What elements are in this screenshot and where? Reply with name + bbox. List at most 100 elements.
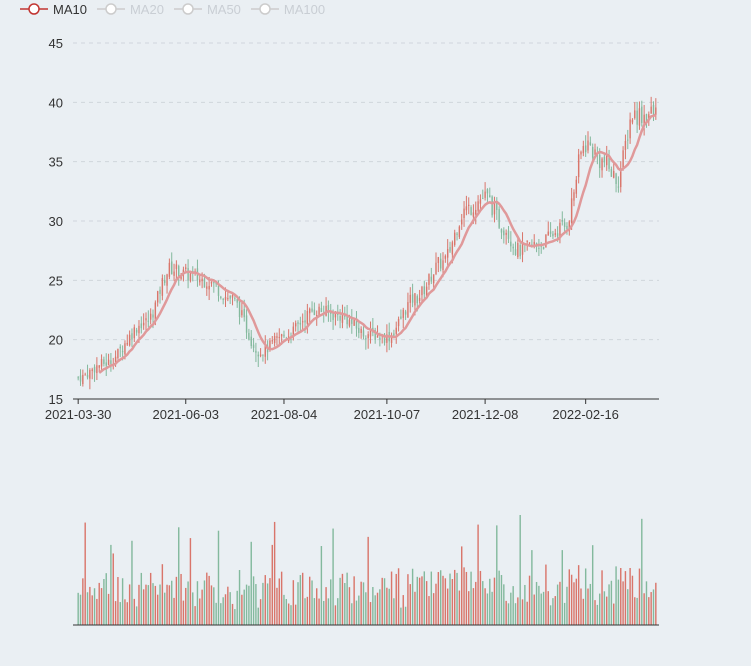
candle-body bbox=[208, 285, 210, 290]
candle-body bbox=[591, 147, 594, 158]
candle-body bbox=[210, 281, 213, 284]
candle-body bbox=[367, 334, 369, 339]
volume-bar bbox=[517, 597, 519, 625]
volume-bar bbox=[175, 576, 178, 625]
candle-body bbox=[344, 315, 346, 317]
candle-body bbox=[575, 179, 578, 194]
volume-bar bbox=[107, 593, 110, 625]
candle-body bbox=[636, 110, 638, 125]
volume-bar bbox=[425, 581, 428, 625]
volume-bar bbox=[388, 588, 390, 625]
candle-body bbox=[138, 325, 140, 334]
volume-bar bbox=[156, 594, 159, 625]
candle-body bbox=[584, 145, 587, 153]
volume-bar bbox=[358, 595, 360, 625]
volume-bar bbox=[161, 564, 164, 625]
candle-body bbox=[641, 106, 643, 123]
candle-body bbox=[620, 171, 622, 188]
legend-item-ma100[interactable]: MA100 bbox=[250, 1, 326, 17]
volume-bar bbox=[304, 598, 306, 625]
volume-bar bbox=[257, 607, 259, 625]
y-tick-label: 15 bbox=[49, 392, 63, 407]
volume-bar bbox=[465, 571, 468, 625]
candle-body bbox=[126, 342, 128, 345]
volume-bar bbox=[538, 585, 540, 625]
volume-bar bbox=[213, 587, 215, 625]
candle-body bbox=[622, 150, 624, 169]
volume-bar bbox=[313, 598, 316, 625]
volume-bar bbox=[453, 569, 456, 625]
candle-body bbox=[493, 203, 496, 215]
volume-bar bbox=[435, 583, 437, 625]
candle-body bbox=[318, 306, 320, 316]
volume-bar bbox=[519, 515, 521, 625]
volume-bar bbox=[259, 599, 262, 625]
candle-body bbox=[507, 230, 510, 239]
candle-body bbox=[397, 319, 400, 327]
volume-bar bbox=[269, 578, 271, 625]
volume-bar bbox=[568, 569, 571, 625]
legend-item-ma20[interactable]: MA20 bbox=[96, 2, 164, 17]
volume-bar bbox=[337, 598, 339, 625]
volume-bar bbox=[475, 581, 477, 625]
legend-label: MA100 bbox=[283, 1, 326, 17]
volume-bar bbox=[250, 541, 252, 625]
volume-bar bbox=[645, 581, 648, 625]
candle-body bbox=[435, 262, 437, 275]
candle-body bbox=[627, 139, 629, 141]
candle-body bbox=[496, 203, 498, 210]
volume-bar bbox=[124, 599, 126, 625]
volume-bar bbox=[601, 570, 603, 625]
legend-item-ma10[interactable]: MA10 bbox=[20, 2, 87, 17]
volume-bar bbox=[210, 585, 213, 625]
candle-body bbox=[491, 196, 493, 216]
candle-body bbox=[220, 296, 222, 298]
volume-bar bbox=[332, 528, 334, 625]
volume-bar bbox=[243, 589, 245, 625]
volume-bar bbox=[451, 579, 454, 625]
volume-bar bbox=[570, 574, 573, 625]
candle-body bbox=[561, 219, 563, 222]
volume-bar bbox=[627, 589, 629, 625]
volume-bar bbox=[224, 594, 227, 625]
volume-bar bbox=[369, 602, 372, 625]
candle-body bbox=[238, 300, 241, 318]
candle-body bbox=[103, 359, 105, 364]
volume-bar bbox=[589, 583, 592, 625]
volume-bar bbox=[547, 591, 549, 625]
volume-bar bbox=[648, 597, 650, 625]
volume-bar bbox=[554, 596, 556, 625]
volume-bar bbox=[290, 605, 292, 625]
volume-bar bbox=[287, 603, 290, 625]
candle-body bbox=[650, 106, 652, 114]
candle-body bbox=[472, 212, 475, 217]
candle-body bbox=[510, 241, 512, 247]
volume-bar bbox=[400, 607, 402, 625]
volume-bar bbox=[278, 578, 281, 625]
candle-body bbox=[414, 293, 416, 306]
candle-body bbox=[369, 329, 372, 337]
legend-item-ma50[interactable]: MA50 bbox=[173, 2, 241, 17]
volume-bar bbox=[196, 581, 199, 625]
volume-bar bbox=[533, 594, 535, 625]
volume-bar bbox=[409, 584, 411, 625]
candles bbox=[77, 96, 657, 390]
candle-body bbox=[580, 151, 582, 155]
x-tick-label: 2021-06-03 bbox=[153, 407, 220, 422]
volume-bar bbox=[505, 600, 507, 625]
volume-bar bbox=[264, 575, 266, 625]
candle-body bbox=[484, 191, 486, 198]
candle-body bbox=[643, 114, 645, 126]
candle-body bbox=[428, 274, 430, 285]
volume-bar bbox=[276, 587, 278, 625]
candle-body bbox=[269, 340, 271, 350]
volume-bar bbox=[584, 568, 587, 625]
volume-bar bbox=[77, 592, 79, 625]
candle-body bbox=[425, 286, 428, 297]
candle-body bbox=[161, 278, 164, 296]
volume-bar bbox=[582, 598, 585, 625]
volume-bar bbox=[163, 592, 166, 625]
candle-body bbox=[119, 346, 121, 349]
volume-bar bbox=[489, 578, 491, 625]
